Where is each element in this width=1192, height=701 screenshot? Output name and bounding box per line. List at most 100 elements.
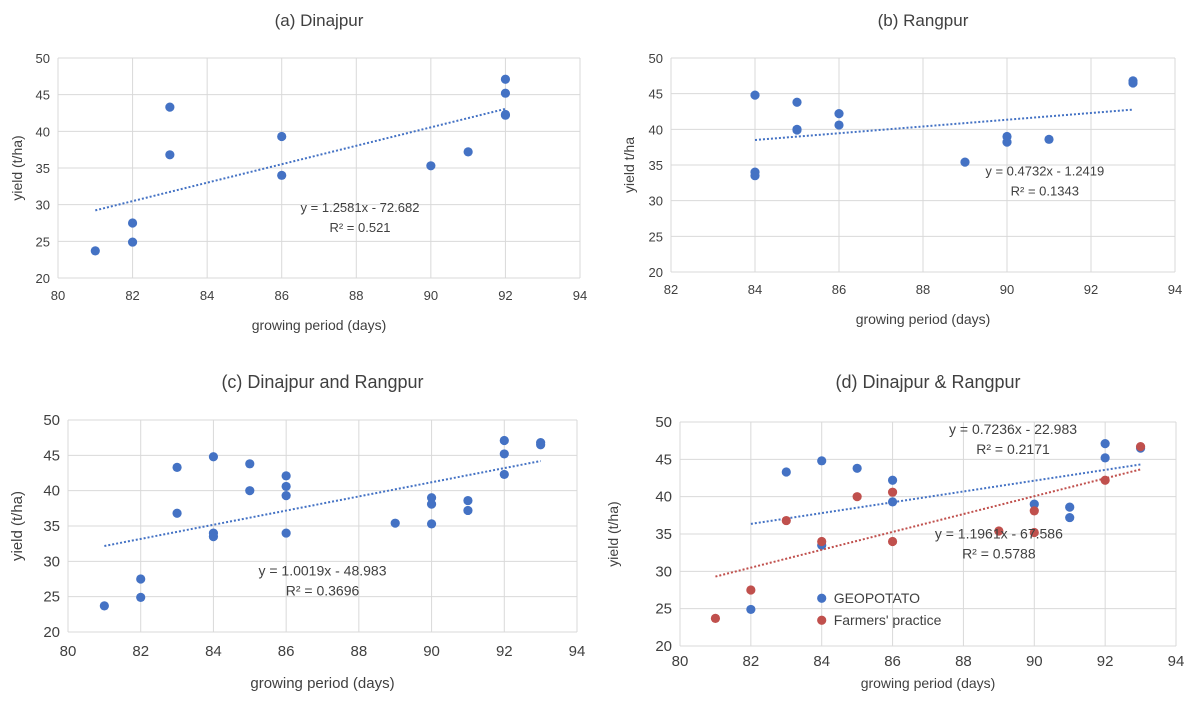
x-tick-label: 94 <box>573 288 587 303</box>
data-point <box>817 456 827 466</box>
y-tick-label: 25 <box>43 589 60 606</box>
x-tick-label: 86 <box>278 643 295 660</box>
y-axis-label: yield t/ha <box>621 137 637 193</box>
chart-title: (c) Dinajpur and Rangpur <box>221 372 423 392</box>
x-tick-label: 86 <box>884 653 901 670</box>
data-point <box>390 518 400 528</box>
y-tick-label: 45 <box>43 447 60 464</box>
data-point <box>426 493 437 503</box>
data-point <box>1135 442 1146 452</box>
x-tick-label: 84 <box>748 282 762 297</box>
y-tick-label: 35 <box>649 158 663 173</box>
data-point <box>165 102 175 112</box>
chart-panel-3: 80 82 84 86 88 90 92 94 20 25 30 35 40 45 50 (c) Dinajp… <box>9 372 585 692</box>
x-tick-label: 94 <box>1168 653 1185 670</box>
data-point <box>281 481 291 492</box>
y-tick-label: 45 <box>649 87 663 102</box>
data-point <box>127 237 138 247</box>
y-tick-label: 20 <box>43 624 60 641</box>
y-tick-label: 40 <box>36 124 50 139</box>
data-point <box>746 585 756 595</box>
chart-title: (a) Dinajpur <box>275 11 364 30</box>
data-point <box>499 469 509 480</box>
trendline-series-1 <box>95 107 506 212</box>
data-point <box>750 90 760 100</box>
data-point <box>281 491 291 501</box>
data-point <box>127 218 138 228</box>
y-tick-label: 50 <box>36 51 50 66</box>
data-point <box>500 74 511 84</box>
x-tick-label: 92 <box>1084 282 1098 297</box>
trendline-series-1 <box>754 108 1134 141</box>
chart-title: (d) Dinajpur & Rangpur <box>835 372 1020 392</box>
data-point <box>90 246 100 256</box>
data-point <box>746 604 756 615</box>
y-tick-label: 35 <box>36 161 50 176</box>
data-point <box>781 515 791 526</box>
regression-equation: y = 0.4732x - 1.2419 <box>985 164 1104 179</box>
y-tick-label: 30 <box>36 198 50 213</box>
trendline-series-1 <box>750 463 1141 525</box>
data-point <box>426 519 437 529</box>
regression-equation: y = 0.7236x - 22.983 <box>949 421 1077 437</box>
y-tick-label: 50 <box>649 51 663 66</box>
y-tick-label: 50 <box>43 412 60 429</box>
data-point <box>834 120 844 130</box>
trendline-series-1 <box>104 460 541 547</box>
data-point <box>172 508 182 518</box>
data-point <box>1029 499 1039 509</box>
y-tick-label: 30 <box>43 553 60 570</box>
data-point <box>960 157 970 167</box>
y-tick-label: 30 <box>649 194 663 209</box>
data-point <box>852 492 862 502</box>
x-tick-label: 94 <box>1168 282 1182 297</box>
data-point <box>1100 475 1110 485</box>
y-tick-label: 50 <box>655 414 672 431</box>
y-tick-label: 20 <box>649 265 663 280</box>
y-tick-label: 45 <box>655 451 672 468</box>
data-point <box>852 463 862 473</box>
x-tick-label: 88 <box>351 643 368 660</box>
data-point <box>99 601 109 611</box>
legend-marker <box>817 615 827 625</box>
y-axis-label: yield (t/ha) <box>605 501 621 566</box>
data-point <box>463 147 473 157</box>
data-point <box>463 495 473 506</box>
y-tick-label: 45 <box>36 88 50 103</box>
y-tick-label: 35 <box>655 526 672 543</box>
x-tick-label: 84 <box>200 288 214 303</box>
y-tick-label: 25 <box>649 229 663 244</box>
legend-label: Farmers' practice <box>834 612 942 628</box>
x-axis-label: growing period (days) <box>250 675 394 692</box>
x-tick-label: 90 <box>424 288 438 303</box>
y-tick-label: 25 <box>655 601 672 618</box>
legend-label: GEOPOTATO <box>834 590 920 606</box>
data-point <box>426 499 437 509</box>
data-point <box>281 471 291 481</box>
data-point <box>536 440 546 450</box>
data-point <box>136 574 146 584</box>
data-point <box>750 171 760 181</box>
x-axis-label: growing period (days) <box>252 317 387 333</box>
x-tick-label: 82 <box>743 653 760 670</box>
data-point <box>834 109 844 119</box>
data-point <box>277 170 287 180</box>
data-point <box>499 435 509 446</box>
data-point <box>165 150 175 160</box>
data-point <box>1100 453 1110 463</box>
data-point <box>887 487 898 497</box>
y-tick-label: 20 <box>655 638 672 655</box>
data-point <box>208 452 219 462</box>
data-point <box>710 613 721 623</box>
data-point <box>1002 137 1012 147</box>
x-tick-label: 90 <box>1000 282 1014 297</box>
legend-marker <box>817 593 827 603</box>
x-tick-label: 88 <box>916 282 930 297</box>
y-tick-label: 35 <box>43 518 60 535</box>
x-tick-label: 90 <box>1026 653 1043 670</box>
chart-title: (b) Rangpur <box>878 11 969 30</box>
data-point <box>1029 506 1039 516</box>
regression-equation: R² = 0.2171 <box>976 441 1050 457</box>
data-point <box>136 592 146 602</box>
